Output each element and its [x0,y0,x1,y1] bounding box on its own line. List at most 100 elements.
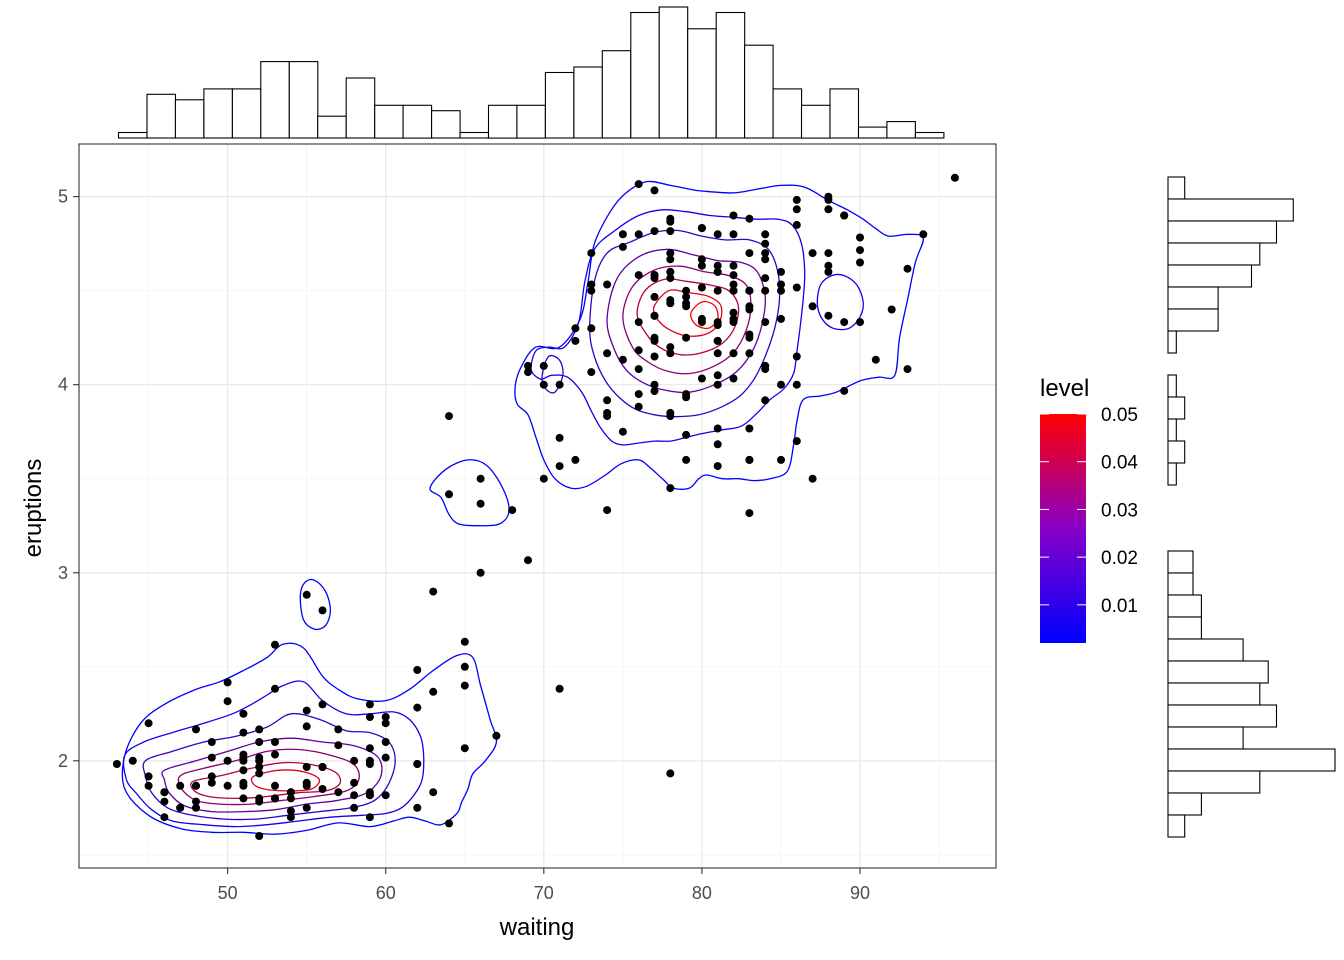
contour-line [622,265,752,375]
data-point [824,261,833,270]
data-point [365,813,374,822]
data-point [634,230,643,239]
data-point [792,283,801,292]
data-point [713,380,722,389]
right-histogram-bar [1167,418,1177,442]
data-point [587,280,596,289]
top-histogram-bar [601,50,632,139]
y-tick-label: 5 [58,187,68,207]
right-histogram-bar [1167,550,1194,574]
data-point [729,271,738,280]
data-point [697,283,706,292]
right-histogram-bar [1167,286,1219,310]
data-point [445,490,453,499]
top-histogram-bar [744,44,774,139]
data-point [634,180,643,189]
data-point [144,772,153,781]
right-histogram-bar [1167,462,1177,486]
right-histogram-bar [1167,660,1269,684]
data-point [650,271,659,280]
data-point [381,753,390,762]
level-legend: level 0.01 0.02 0.03 0.04 0.05 [1040,375,1138,643]
data-point [634,318,643,327]
x-axis-title: waiting [499,914,575,941]
top-histogram-bar [345,77,376,139]
data-point [729,308,738,317]
data-point [682,333,691,342]
data-point [587,249,596,258]
data-point [603,349,612,358]
top-histogram-bar [658,6,689,139]
data-point [603,408,612,417]
data-point [160,788,169,797]
data-point [460,662,469,671]
top-histogram-bar [914,131,945,139]
data-point [255,738,264,746]
data-point [318,763,327,771]
data-point [808,474,817,483]
data-point [555,380,564,389]
data-point [445,819,453,828]
data-point [777,380,785,389]
top-histogram-bar [231,88,262,139]
data-point [413,803,422,812]
top-histogram-bar [516,104,546,139]
data-point [492,731,501,740]
top-histogram-bar [573,66,603,139]
data-point [555,462,564,471]
data-point [176,803,185,812]
data-point [729,230,738,239]
data-point [603,506,612,515]
data-point [128,756,137,765]
data-point [460,681,469,690]
data-point [666,412,675,421]
right-histogram-bar [1167,198,1294,222]
contour-line [514,180,925,490]
right-histogram-bar [1167,308,1219,332]
data-point [682,292,691,301]
data-point [286,788,295,797]
data-point [239,753,248,762]
data-point [697,255,706,264]
data-point [745,249,754,258]
data-point [524,556,532,565]
data-point [713,349,722,358]
data-point [745,214,754,223]
data-point [697,224,706,233]
data-point [761,255,770,264]
data-point [539,380,548,389]
data-point [603,396,612,405]
data-point [255,832,264,840]
right-histogram-bar [1167,770,1261,794]
data-point [413,760,422,768]
data-point [713,286,722,295]
data-point [729,261,738,270]
data-point [634,346,643,355]
data-point [160,813,169,822]
data-point [555,684,564,693]
x-axis: 50 60 70 80 90 [218,868,870,903]
data-point [603,280,612,289]
legend-title: level [1040,375,1089,402]
data-point [682,302,691,311]
data-point [318,785,327,793]
data-point [302,803,311,812]
data-point [761,318,770,327]
data-point [112,760,121,768]
data-point [524,368,532,377]
data-point [856,233,864,242]
right-histogram-bar [1167,242,1261,266]
data-point [350,791,359,800]
right-histogram-bar [1167,572,1194,596]
right-histogram-bar [1167,220,1278,244]
top-histogram-bar [544,71,575,139]
data-point [666,274,675,283]
data-point [192,797,200,806]
data-point [666,349,675,358]
data-point [144,781,153,790]
right-histogram-bar [1167,748,1336,772]
data-point [587,368,596,377]
data-point [571,324,580,333]
data-point [650,352,659,361]
